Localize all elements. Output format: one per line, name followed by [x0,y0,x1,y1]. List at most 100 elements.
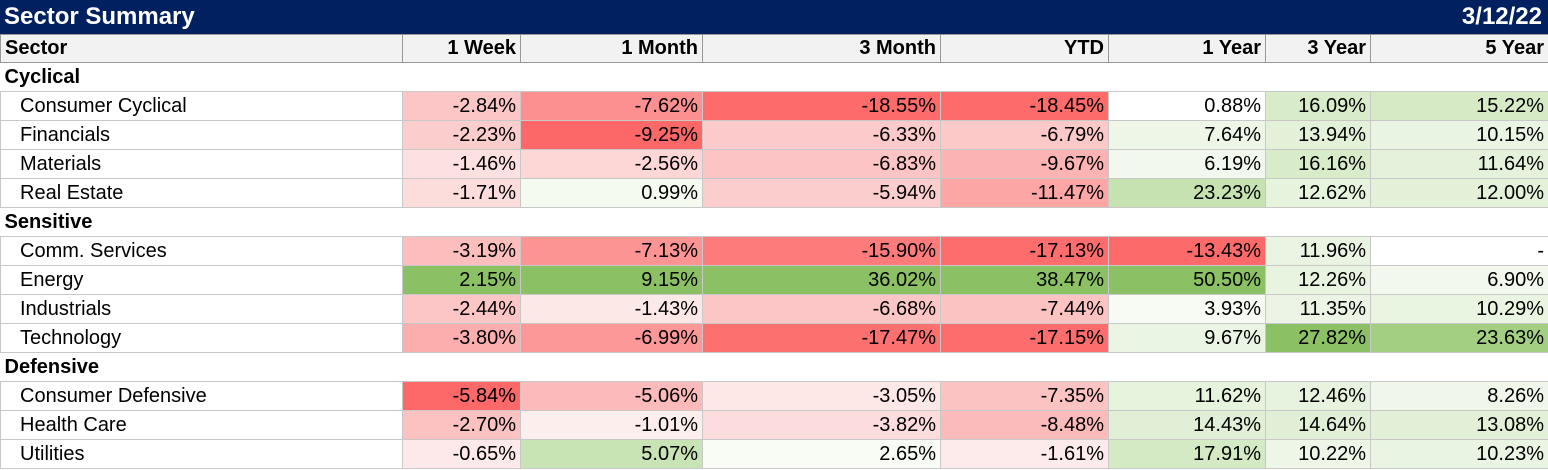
return-cell[interactable]: -1.61% [940,439,1109,469]
return-cell[interactable]: -6.83% [702,149,941,179]
return-cell[interactable]: 17.91% [1108,439,1266,469]
return-cell[interactable]: -17.13% [940,236,1109,266]
return-cell[interactable]: -15.90% [702,236,941,266]
return-cell[interactable]: -6.79% [940,120,1109,150]
return-cell[interactable]: 10.15% [1370,120,1548,150]
sector-name-cell[interactable]: Financials [0,120,403,150]
return-cell[interactable]: 2.15% [402,265,521,295]
return-cell[interactable]: -6.99% [520,323,703,353]
return-cell[interactable]: -0.65% [402,439,521,469]
return-cell[interactable]: -7.35% [940,381,1109,411]
return-cell[interactable]: 16.09% [1265,91,1371,121]
return-cell[interactable]: -17.15% [940,323,1109,353]
return-cell[interactable]: -1.46% [402,149,521,179]
return-cell[interactable]: 0.99% [520,178,703,208]
return-cell[interactable]: - [1370,236,1548,266]
column-header[interactable]: 3 Month [702,34,941,63]
return-cell[interactable]: 14.64% [1265,410,1371,440]
sector-name-cell[interactable]: Materials [0,149,403,179]
return-cell[interactable]: -3.19% [402,236,521,266]
return-cell[interactable]: -3.80% [402,323,521,353]
return-cell[interactable]: 9.15% [520,265,703,295]
return-cell[interactable]: 11.64% [1370,149,1548,179]
sector-name-cell[interactable]: Technology [0,323,403,353]
return-cell[interactable]: -7.62% [520,91,703,121]
return-cell[interactable]: 50.50% [1108,265,1266,295]
return-cell[interactable]: -17.47% [702,323,941,353]
return-cell[interactable]: -5.84% [402,381,521,411]
sector-name-cell[interactable]: Industrials [0,294,403,324]
return-cell[interactable]: -5.94% [702,178,941,208]
return-cell[interactable]: 12.00% [1370,178,1548,208]
return-cell[interactable]: 16.16% [1265,149,1371,179]
return-cell[interactable]: 8.26% [1370,381,1548,411]
return-cell[interactable]: -2.56% [520,149,703,179]
return-cell[interactable]: -6.33% [702,120,941,150]
return-cell[interactable]: -3.82% [702,410,941,440]
sector-name-cell[interactable]: Energy [0,265,403,295]
column-header[interactable]: YTD [940,34,1109,63]
return-cell[interactable]: -18.55% [702,91,941,121]
column-header[interactable]: Sector [0,34,403,63]
return-cell[interactable]: 10.22% [1265,439,1371,469]
sector-name-cell[interactable]: Health Care [0,410,403,440]
return-cell[interactable]: -1.01% [520,410,703,440]
return-cell[interactable]: 23.23% [1108,178,1266,208]
group-label[interactable]: Cyclical [0,62,1548,92]
return-cell[interactable]: -5.06% [520,381,703,411]
return-cell[interactable]: 27.82% [1265,323,1371,353]
return-cell[interactable]: -18.45% [940,91,1109,121]
return-cell[interactable]: 3.93% [1108,294,1266,324]
sector-name-cell[interactable]: Comm. Services [0,236,403,266]
column-header[interactable]: 5 Year [1370,34,1548,63]
group-label[interactable]: Defensive [0,352,1548,382]
return-cell[interactable]: -11.47% [940,178,1109,208]
return-cell[interactable]: -6.68% [702,294,941,324]
return-cell[interactable]: 0.88% [1108,91,1266,121]
return-cell[interactable]: -2.23% [402,120,521,150]
return-cell[interactable]: 38.47% [940,265,1109,295]
return-cell[interactable]: 13.94% [1265,120,1371,150]
column-header[interactable]: 1 Month [520,34,703,63]
return-cell[interactable]: 12.62% [1265,178,1371,208]
return-cell[interactable]: -2.44% [402,294,521,324]
column-header[interactable]: 1 Week [402,34,521,63]
return-cell[interactable]: -2.84% [402,91,521,121]
return-cell[interactable]: 12.26% [1265,265,1371,295]
return-cell[interactable]: 15.22% [1370,91,1548,121]
return-cell[interactable]: -8.48% [940,410,1109,440]
return-cell[interactable]: -2.70% [402,410,521,440]
return-cell[interactable]: -9.67% [940,149,1109,179]
return-cell[interactable]: 6.90% [1370,265,1548,295]
return-cell[interactable]: 11.35% [1265,294,1371,324]
return-cell[interactable]: -3.05% [702,381,941,411]
return-cell[interactable]: 10.23% [1370,439,1548,469]
table-row: Technology -3.80% -6.99% -17.47% -17.15% 9.67… [0,323,1548,353]
return-cell[interactable]: 5.07% [520,439,703,469]
return-cell[interactable]: 12.46% [1265,381,1371,411]
group-label[interactable]: Sensitive [0,207,1548,237]
return-cell[interactable]: -9.25% [520,120,703,150]
sector-name-cell[interactable]: Real Estate [0,178,403,208]
return-cell[interactable]: 14.43% [1108,410,1266,440]
return-cell[interactable]: -7.44% [940,294,1109,324]
return-cell[interactable]: 13.08% [1370,410,1548,440]
return-cell[interactable]: 6.19% [1108,149,1266,179]
return-cell[interactable]: -1.43% [520,294,703,324]
column-header[interactable]: 3 Year [1265,34,1371,63]
sector-name-cell[interactable]: Consumer Defensive [0,381,403,411]
return-cell[interactable]: 23.63% [1370,323,1548,353]
sector-name-cell[interactable]: Consumer Cyclical [0,91,403,121]
return-cell[interactable]: 2.65% [702,439,941,469]
return-cell[interactable]: 11.96% [1265,236,1371,266]
return-cell[interactable]: -1.71% [402,178,521,208]
column-header[interactable]: 1 Year [1108,34,1266,63]
return-cell[interactable]: 10.29% [1370,294,1548,324]
return-cell[interactable]: 9.67% [1108,323,1266,353]
return-cell[interactable]: -13.43% [1108,236,1266,266]
return-cell[interactable]: 7.64% [1108,120,1266,150]
return-cell[interactable]: 36.02% [702,265,941,295]
return-cell[interactable]: 11.62% [1108,381,1266,411]
sector-name-cell[interactable]: Utilities [0,439,403,469]
return-cell[interactable]: -7.13% [520,236,703,266]
